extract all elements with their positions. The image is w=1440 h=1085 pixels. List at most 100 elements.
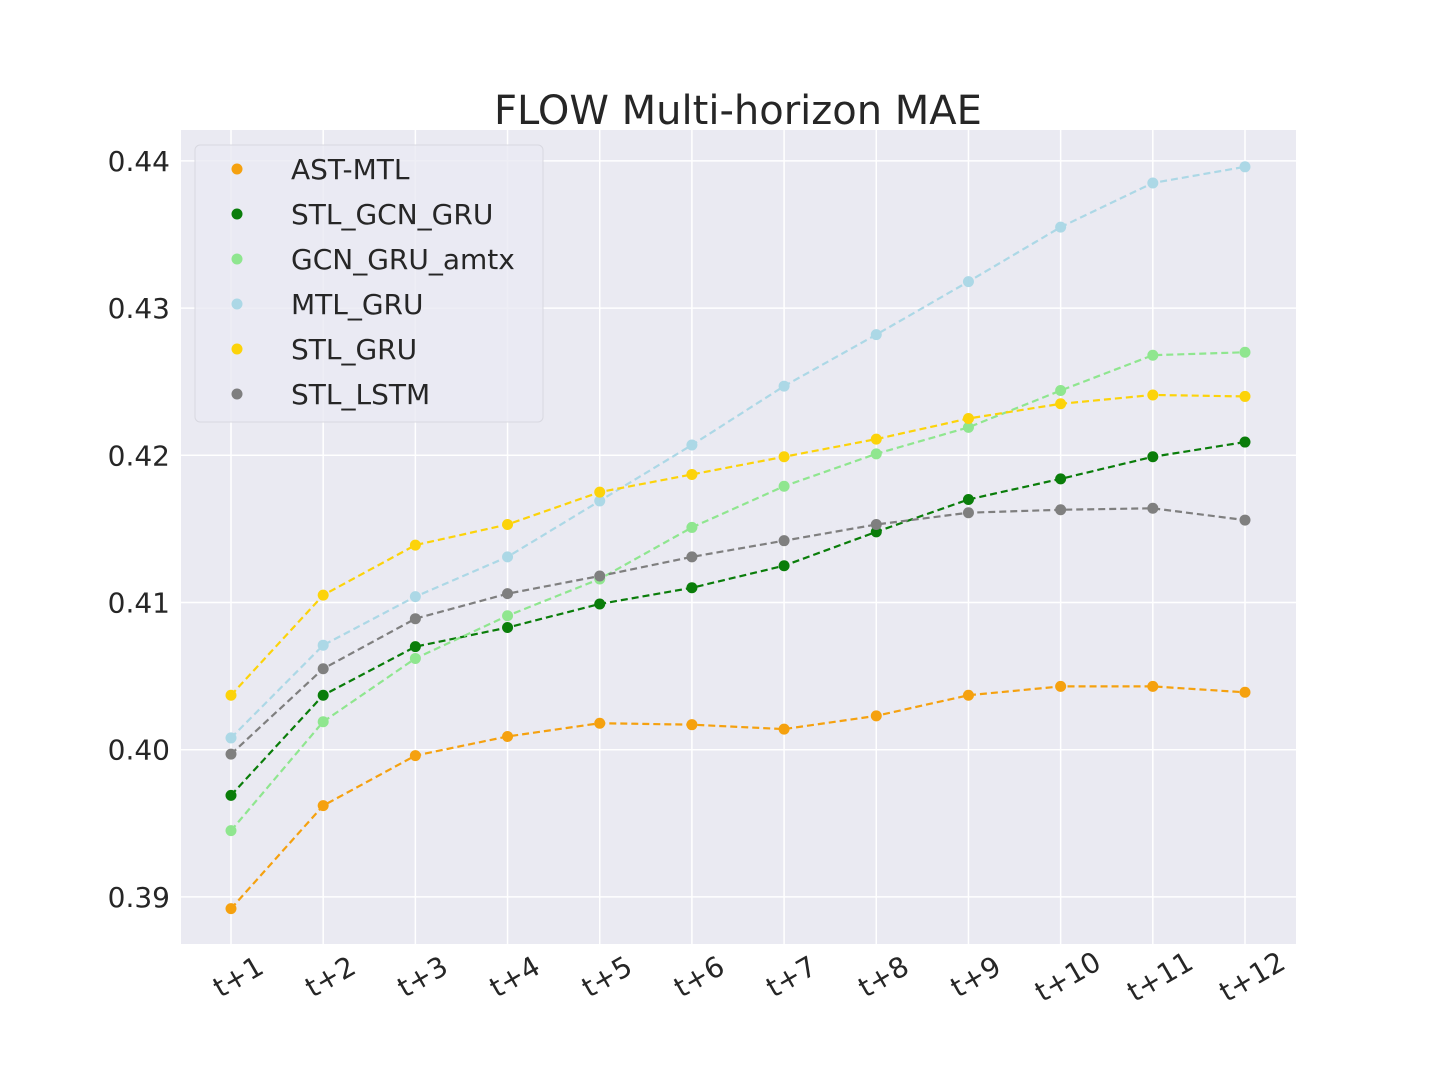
data-point xyxy=(1239,436,1251,448)
legend-label: MTL_GRU xyxy=(291,288,424,321)
data-point xyxy=(502,610,514,622)
data-point xyxy=(1239,514,1251,526)
data-point xyxy=(1239,161,1251,173)
data-point xyxy=(962,413,974,425)
y-axis-ticks: 0.39 0.40 0.41 0.42 0.43 0.44 xyxy=(108,145,170,914)
data-point xyxy=(409,613,421,625)
data-point xyxy=(686,468,698,480)
data-point xyxy=(686,582,698,594)
data-point xyxy=(1147,177,1159,189)
series-line xyxy=(230,393,1246,696)
x-tick-label: t+7 xyxy=(760,949,822,1004)
data-point xyxy=(686,719,698,731)
data-point xyxy=(962,507,974,519)
data-point xyxy=(778,723,790,735)
legend-marker xyxy=(231,208,243,220)
data-point xyxy=(502,730,514,742)
data-point xyxy=(686,521,698,533)
x-tick-label: t+3 xyxy=(392,949,454,1004)
data-point xyxy=(409,591,421,603)
data-point xyxy=(409,652,421,664)
data-point xyxy=(686,439,698,451)
data-point xyxy=(1055,385,1067,397)
series-line xyxy=(230,440,1246,797)
y-tick-label: 0.43 xyxy=(108,292,170,325)
x-tick-label: t+4 xyxy=(484,949,546,1004)
data-point xyxy=(870,710,882,722)
y-tick-label: 0.42 xyxy=(108,439,170,472)
data-point xyxy=(502,622,514,634)
data-point xyxy=(1055,473,1067,485)
data-point xyxy=(1147,502,1159,514)
data-point xyxy=(870,329,882,341)
y-tick-label: 0.44 xyxy=(108,145,170,178)
data-point xyxy=(502,518,514,530)
legend-marker xyxy=(231,163,243,175)
legend-label: STL_GCN_GRU xyxy=(291,198,493,231)
data-point xyxy=(1147,680,1159,692)
series-line xyxy=(230,165,1246,739)
y-tick-label: 0.39 xyxy=(108,881,170,914)
data-point xyxy=(778,560,790,572)
data-point xyxy=(1055,680,1067,692)
data-point xyxy=(225,903,237,915)
data-point xyxy=(778,480,790,492)
x-tick-label: t+8 xyxy=(853,949,915,1004)
data-point xyxy=(962,493,974,505)
data-point xyxy=(594,717,606,729)
series-STL_LSTM xyxy=(225,502,1251,760)
data-point xyxy=(1147,349,1159,361)
data-point xyxy=(225,732,237,744)
x-tick-label: t+12 xyxy=(1214,945,1291,1009)
legend-marker xyxy=(231,388,243,400)
data-point xyxy=(317,663,329,675)
legend-marker xyxy=(231,298,243,310)
series-line xyxy=(230,507,1246,755)
legend-label: GCN_GRU_amtx xyxy=(291,243,515,276)
data-point xyxy=(1055,221,1067,233)
chart-title: FLOW Multi-horizon MAE xyxy=(494,88,982,134)
data-point xyxy=(962,276,974,288)
data-point xyxy=(1055,504,1067,516)
data-point xyxy=(317,589,329,601)
legend: AST-MTL STL_GCN_GRU GCN_GRU_amtx MTL_GRU STL… xyxy=(194,144,544,423)
data-point xyxy=(225,689,237,701)
x-tick-label: t+6 xyxy=(668,949,730,1004)
data-point xyxy=(225,789,237,801)
series-MTL_GRU xyxy=(225,161,1251,744)
data-point xyxy=(778,535,790,547)
x-tick-label: t+1 xyxy=(207,949,269,1004)
data-point xyxy=(1147,451,1159,463)
data-point xyxy=(778,380,790,392)
legend-marker xyxy=(231,343,243,355)
series-line xyxy=(230,351,1246,832)
data-point xyxy=(317,716,329,728)
data-point xyxy=(594,570,606,582)
legend-box xyxy=(194,144,544,423)
legend-label: STL_GRU xyxy=(291,333,417,366)
series-line xyxy=(230,685,1246,910)
data-point xyxy=(502,551,514,563)
x-tick-label: t+5 xyxy=(576,949,638,1004)
x-axis-ticks: t+1 t+2 t+3 t+4 t+5 t+6 t+7 t+8 t+9 t+10 t+11 t+12 xyxy=(207,945,1290,1009)
series-group xyxy=(225,161,1251,915)
data-point xyxy=(594,495,606,507)
series-STL_GRU xyxy=(225,389,1251,701)
x-tick-label: t+9 xyxy=(945,949,1007,1004)
data-point xyxy=(409,539,421,551)
data-point xyxy=(409,750,421,762)
series-STL_GCN_GRU xyxy=(225,436,1251,801)
data-point xyxy=(1239,686,1251,698)
data-point xyxy=(594,486,606,498)
series-AST-MTL xyxy=(225,680,1251,915)
data-point xyxy=(962,421,974,433)
data-point xyxy=(409,641,421,653)
x-tick-label: t+2 xyxy=(300,949,362,1004)
data-point xyxy=(686,551,698,563)
legend-marker xyxy=(231,253,243,265)
legend-label: AST-MTL xyxy=(291,153,410,186)
y-tick-label: 0.41 xyxy=(108,587,170,620)
data-point xyxy=(1147,389,1159,401)
